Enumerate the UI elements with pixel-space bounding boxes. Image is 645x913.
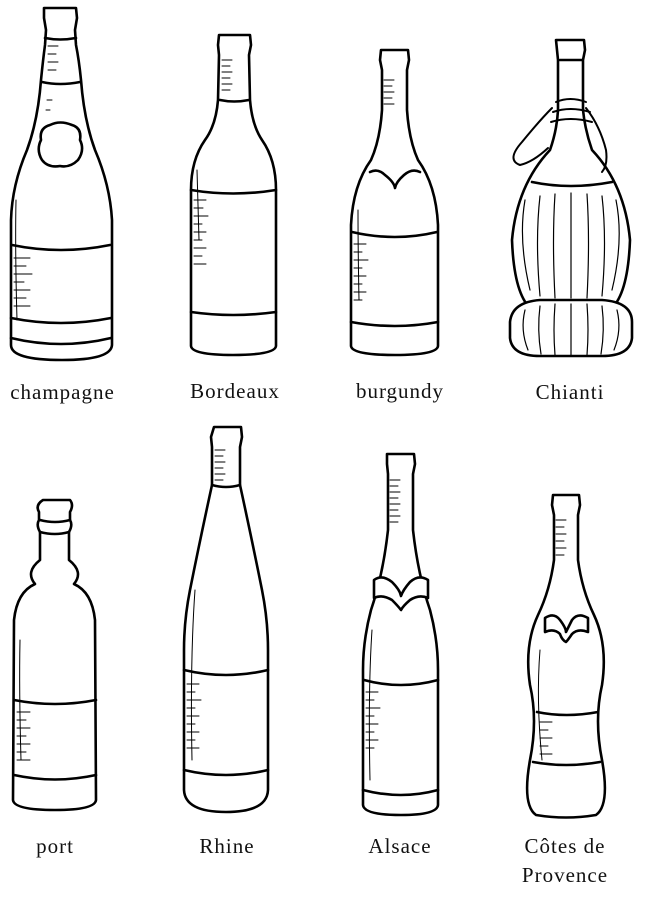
label-port: port bbox=[36, 834, 74, 858]
label-alsace: Alsace bbox=[368, 834, 432, 858]
chianti-bottle bbox=[508, 38, 634, 358]
label-chianti: Chianti bbox=[535, 380, 605, 404]
label-cotes-de-provence-line2: Provence bbox=[521, 863, 609, 887]
port-bottle bbox=[11, 498, 98, 812]
label-rhine: Rhine bbox=[199, 834, 255, 858]
burgundy-bottle bbox=[349, 48, 440, 357]
label-bordeaux: Bordeaux bbox=[190, 379, 280, 403]
cotes-de-provence-bottle bbox=[525, 493, 607, 819]
label-champagne: champagne bbox=[10, 380, 115, 404]
label-burgundy: burgundy bbox=[355, 379, 445, 403]
champagne-bottle bbox=[9, 6, 114, 362]
label-cotes-de-provence-line1: Côtes de bbox=[524, 834, 606, 858]
bordeaux-bottle bbox=[189, 33, 278, 357]
rhine-bottle bbox=[182, 425, 270, 814]
alsace-bottle bbox=[361, 452, 440, 817]
